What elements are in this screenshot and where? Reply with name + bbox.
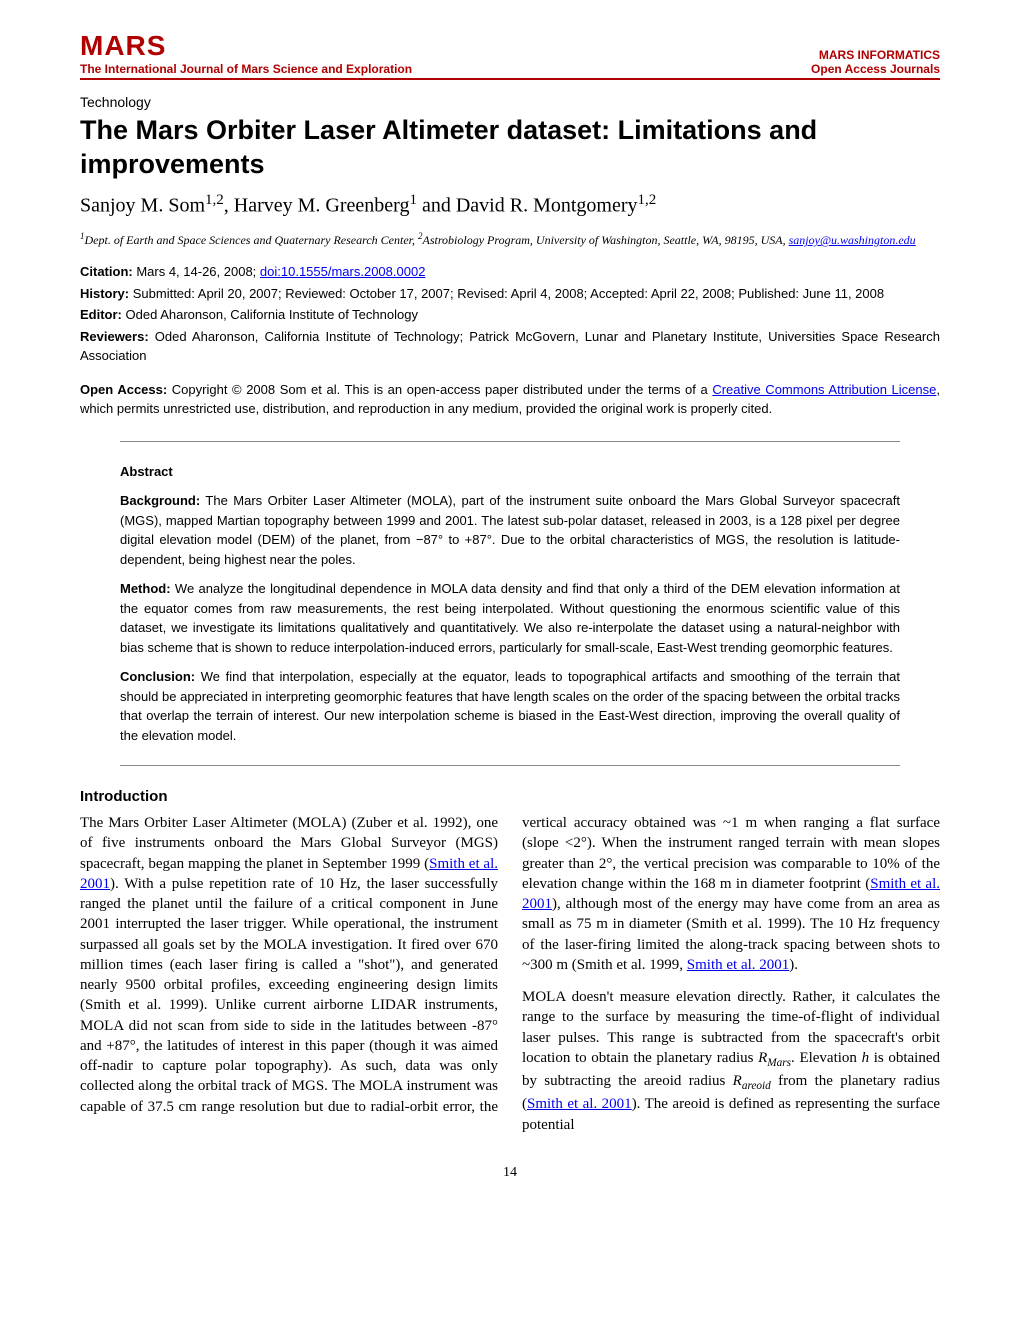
editor-text: Oded Aharonson, California Institute of … <box>122 307 418 322</box>
intro-paragraph-2: MOLA doesn't measure elevation directly.… <box>522 987 940 1135</box>
introduction-heading: Introduction <box>80 788 940 805</box>
open-access-label: Open Access: <box>80 382 167 397</box>
abstract-box: Abstract Background: The Mars Orbiter La… <box>120 441 900 767</box>
smith-2001-link-4[interactable]: Smith et al. 2001 <box>527 1096 632 1112</box>
cc-license-link[interactable]: Creative Commons Attribution License <box>712 382 936 397</box>
conclusion-text: We find that interpolation, especially a… <box>120 669 900 743</box>
doi-link[interactable]: doi:10.1555/mars.2008.0002 <box>260 264 426 279</box>
history-label: History: <box>80 286 129 301</box>
background-label: Background: <box>120 493 200 508</box>
article-title: The Mars Orbiter Laser Altimeter dataset… <box>80 114 940 182</box>
publisher-tagline: Open Access Journals <box>811 62 940 76</box>
affiliation-text: 1Dept. of Earth and Space Sciences and Q… <box>80 233 789 247</box>
authors: Sanjoy M. Som1,2, Harvey M. Greenberg1 a… <box>80 192 940 218</box>
affiliation: 1Dept. of Earth and Space Sciences and Q… <box>80 231 940 248</box>
body-columns: The Mars Orbiter Laser Altimeter (MOLA) … <box>80 813 940 1135</box>
history-text: Submitted: April 20, 2007; Reviewed: Oct… <box>129 286 884 301</box>
conclusion-label: Conclusion: <box>120 669 195 684</box>
reviewers-label: Reviewers: <box>80 329 149 344</box>
citation-label: Citation: <box>80 264 133 279</box>
article-category: Technology <box>80 94 940 110</box>
journal-title: MARS <box>80 30 412 62</box>
method-label: Method: <box>120 581 171 596</box>
journal-header: MARS The International Journal of Mars S… <box>80 30 940 80</box>
page-number: 14 <box>80 1165 940 1181</box>
smith-2001-link-3[interactable]: Smith et al. 2001 <box>687 957 790 973</box>
background-text: The Mars Orbiter Laser Altimeter (MOLA),… <box>120 493 900 567</box>
journal-subtitle: The International Journal of Mars Scienc… <box>80 62 412 76</box>
method-text: We analyze the longitudinal dependence i… <box>120 581 900 655</box>
citation-text: Mars 4, 14-26, 2008; <box>133 264 260 279</box>
editor-label: Editor: <box>80 307 122 322</box>
reviewers-text: Oded Aharonson, California Institute of … <box>80 329 940 364</box>
open-access-block: Open Access: Copyright © 2008 Som et al.… <box>80 380 940 419</box>
author-email-link[interactable]: sanjoy@u.washington.edu <box>789 233 916 247</box>
journal-right: MARS INFORMATICS Open Access Journals <box>811 48 940 76</box>
metadata-block: Citation: Mars 4, 14-26, 2008; doi:10.15… <box>80 262 940 366</box>
open-access-pre: Copyright © 2008 Som et al. This is an o… <box>167 382 712 397</box>
abstract-title: Abstract <box>120 462 900 482</box>
publisher-name: MARS INFORMATICS <box>811 48 940 62</box>
journal-left: MARS The International Journal of Mars S… <box>80 30 412 76</box>
